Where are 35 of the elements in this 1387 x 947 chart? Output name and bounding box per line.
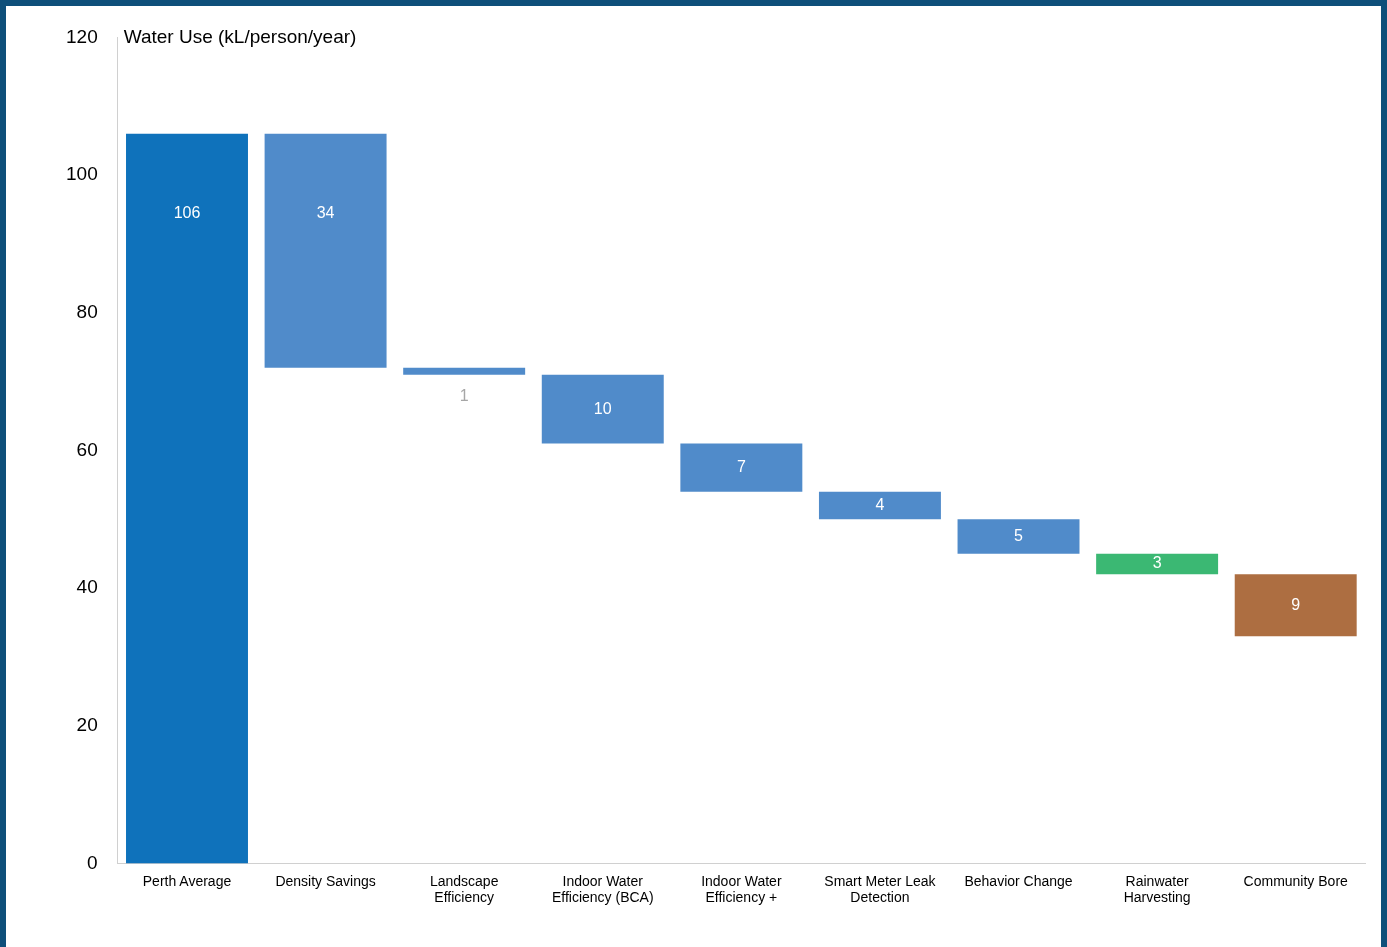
x-tick-label: Perth Average <box>142 872 232 889</box>
y-tick-label: 100 <box>66 163 98 185</box>
y-tick-label: 120 <box>66 25 98 47</box>
data-label: 4 <box>875 495 885 513</box>
data-label: 106 <box>173 204 201 222</box>
data-label: 7 <box>736 458 746 476</box>
data-label: 10 <box>593 399 612 417</box>
bar <box>1234 574 1357 637</box>
x-tick-label: Landscape Efficiency <box>429 872 499 906</box>
x-tick-label: Rainwater Harvesting <box>1123 872 1191 906</box>
bar <box>126 133 248 864</box>
x-tick-label: Indoor Water Efficiency + <box>701 872 782 906</box>
bar <box>264 133 387 368</box>
x-tick-label: Smart Meter Leak Detection <box>824 872 937 906</box>
bar <box>541 374 664 444</box>
x-tick-label: Behavior Change <box>964 872 1073 889</box>
bar <box>1096 553 1219 575</box>
data-label: 1 <box>459 387 469 405</box>
y-tick-label: 0 <box>87 851 98 873</box>
x-tick-label: Density Savings <box>275 872 376 889</box>
x-tick-label: Indoor Water Efficiency (BCA) <box>551 872 654 906</box>
bar <box>680 443 803 492</box>
x-tick-label: Community Bore <box>1243 872 1349 889</box>
bar <box>818 491 941 520</box>
y-tick-label: 40 <box>76 576 98 598</box>
y-tick-label: 60 <box>76 438 98 460</box>
y-axis-title: Water Use (kL/person/year) <box>123 25 357 47</box>
y-tick-label: 20 <box>76 713 98 735</box>
data-label: 9 <box>1291 595 1301 613</box>
data-label: 5 <box>1014 526 1024 544</box>
data-label: 3 <box>1152 554 1162 572</box>
data-label: 34 <box>316 204 335 222</box>
bar <box>403 367 526 375</box>
bar <box>957 519 1080 554</box>
y-tick-label: 80 <box>76 300 98 322</box>
